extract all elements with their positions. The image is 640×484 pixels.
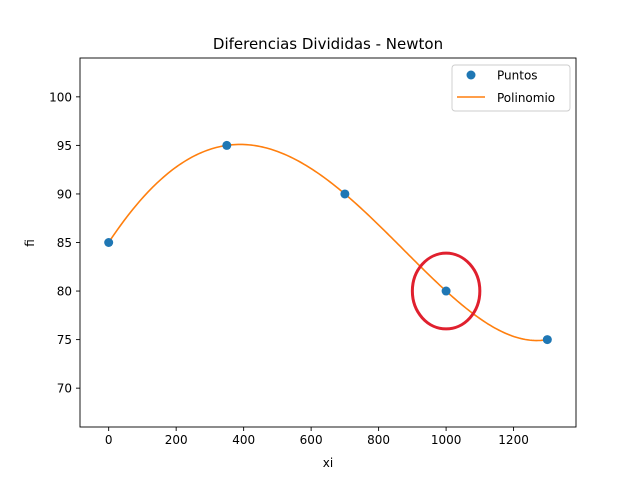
scatter-point <box>104 238 114 247</box>
x-axis-ticks: 0 200 400 600 800 1000 1200 <box>105 427 529 447</box>
y-tick-label: 90 <box>57 187 72 201</box>
x-tick-label: 400 <box>232 433 255 447</box>
scatter-point <box>441 286 451 296</box>
scatter-point <box>340 189 350 199</box>
y-tick-label: 95 <box>57 139 72 153</box>
y-axis-label: fi <box>23 239 37 247</box>
y-tick-label: 75 <box>57 333 72 347</box>
legend-box <box>451 64 571 112</box>
y-axis-ticks: 70 75 80 85 90 95 100 <box>49 90 80 396</box>
legend: Puntos Polinomio <box>451 64 571 112</box>
scatter-points <box>104 140 552 345</box>
x-tick-label: 600 <box>300 433 323 447</box>
x-tick-label: 800 <box>367 433 390 447</box>
scatter-point <box>542 335 552 345</box>
legend-label-puntos: Puntos <box>497 69 538 83</box>
chart-title: Diferencias Divididas - Newton <box>213 35 443 53</box>
plot-area <box>104 140 552 345</box>
highlight-circle-annotation <box>410 251 482 331</box>
y-tick-label: 100 <box>49 90 72 104</box>
x-tick-label: 1200 <box>498 433 529 447</box>
legend-marker-puntos <box>466 70 476 80</box>
y-tick-label: 80 <box>57 285 72 299</box>
x-tick-label: 200 <box>165 433 188 447</box>
y-tick-label: 85 <box>57 236 72 250</box>
x-axis-label: xi <box>323 456 333 470</box>
y-tick-label: 70 <box>57 382 72 396</box>
scatter-point <box>222 140 232 150</box>
x-tick-label: 0 <box>105 433 113 447</box>
x-tick-label: 1000 <box>431 433 462 447</box>
legend-label-polinomio: Polinomio <box>497 91 555 105</box>
